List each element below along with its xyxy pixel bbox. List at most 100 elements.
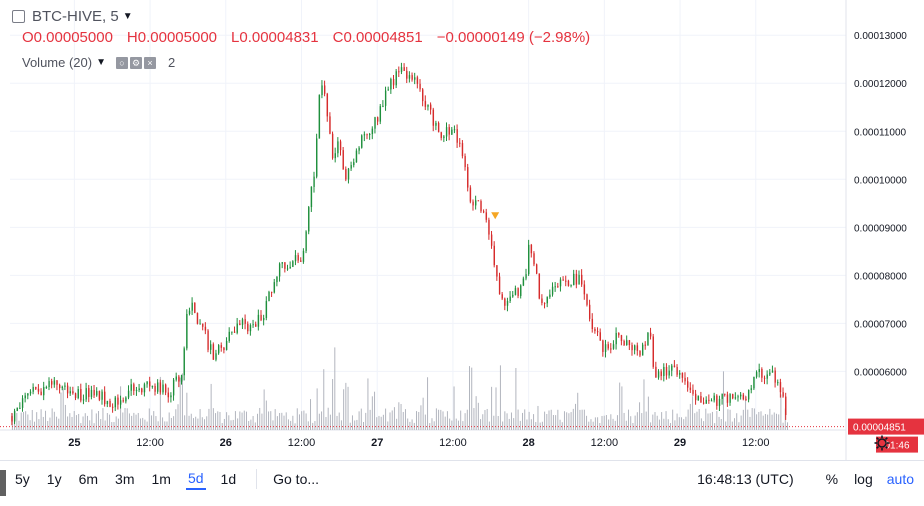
candle-body xyxy=(170,395,172,398)
volume-bar xyxy=(460,410,462,430)
volume-bar xyxy=(513,418,515,430)
candle-body xyxy=(456,129,458,143)
volume-bar xyxy=(449,418,451,430)
volume-bar xyxy=(40,409,42,430)
candle-body xyxy=(628,340,631,346)
price-chart[interactable]: 0.00013000 0.00012000 0.00011000 0.00010000… xyxy=(0,0,924,460)
log-toggle[interactable]: log xyxy=(854,471,873,487)
volume-bar xyxy=(665,411,667,430)
volume-bar xyxy=(508,418,510,430)
close-icon[interactable]: × xyxy=(144,56,156,69)
volume-bar xyxy=(115,416,117,430)
timeframe-6m[interactable]: 6m xyxy=(78,471,99,487)
timeframe-1d[interactable]: 1d xyxy=(220,471,237,487)
candle-body xyxy=(596,331,599,333)
volume-bar xyxy=(431,418,433,430)
percent-toggle[interactable]: % xyxy=(825,471,839,487)
candle-body xyxy=(414,77,416,80)
chart-area[interactable]: 0.00013000 0.00012000 0.00011000 0.00010000… xyxy=(0,0,924,460)
volume-bar xyxy=(378,415,380,430)
candle-body xyxy=(265,301,268,318)
volume-bar xyxy=(672,409,674,430)
candle-body xyxy=(535,264,538,274)
candle-body xyxy=(604,344,607,352)
x-tick-label: 28 xyxy=(523,437,535,449)
close-label: C xyxy=(332,29,344,46)
timeframe-5y[interactable]: 5y xyxy=(15,471,30,487)
auto-toggle[interactable]: auto xyxy=(886,471,914,487)
volume-bar xyxy=(250,419,252,430)
volume-bar xyxy=(36,412,38,430)
volume-bar xyxy=(157,421,159,430)
volume-legend-row: Volume (20) ▼ ○ ⚙ × 2 xyxy=(22,55,604,70)
timeframe-1y[interactable]: 1y xyxy=(46,471,62,487)
volume-bar xyxy=(360,408,362,430)
candle-body xyxy=(13,410,16,422)
timeframe-5d[interactable]: 5d xyxy=(185,468,206,490)
candle-body xyxy=(422,89,424,102)
volume-bar xyxy=(667,419,669,430)
eye-icon[interactable]: ○ xyxy=(116,56,128,69)
volume-bar xyxy=(168,412,170,430)
candle-body xyxy=(578,274,580,285)
volume-label[interactable]: Volume (20) xyxy=(22,55,93,70)
volume-bar xyxy=(400,404,402,430)
gear-icon[interactable] xyxy=(874,435,890,451)
candle-body xyxy=(149,381,151,387)
candle-series[interactable] xyxy=(11,62,787,426)
volume-bar xyxy=(645,411,647,430)
volume-bar xyxy=(588,421,590,430)
candle-body xyxy=(612,344,615,349)
volume-bar xyxy=(581,409,583,430)
timeframe-3m[interactable]: 3m xyxy=(115,471,135,487)
volume-bar xyxy=(274,409,276,430)
volume-bar xyxy=(98,411,100,430)
candle-body xyxy=(615,332,617,345)
candle-body xyxy=(117,397,119,405)
utc-clock[interactable]: 16:48:13 (UTC) xyxy=(697,471,794,487)
candle-body xyxy=(294,255,297,262)
volume-bar xyxy=(296,408,298,430)
menu-icon[interactable] xyxy=(12,9,25,23)
candle-body xyxy=(363,134,366,136)
candle-body xyxy=(292,261,294,267)
goto-button[interactable]: Go to... xyxy=(273,471,320,487)
candle-body xyxy=(501,294,503,299)
candle-body xyxy=(771,370,774,373)
candle-body xyxy=(51,381,53,385)
candle-body xyxy=(766,374,768,379)
candle-body xyxy=(626,340,628,346)
candle-body xyxy=(122,400,124,402)
symbol-title[interactable]: BTC-HIVE, 5 xyxy=(32,7,119,25)
candle-body xyxy=(586,294,588,305)
candle-body xyxy=(514,288,517,295)
gear-icon[interactable]: ⚙ xyxy=(130,56,142,69)
volume-bar xyxy=(586,415,588,430)
candle-body xyxy=(56,380,58,385)
volume-bar xyxy=(351,415,353,430)
volume-bar xyxy=(464,413,466,430)
volume-bar xyxy=(307,421,309,430)
volume-bar xyxy=(239,411,241,430)
chevron-down-icon[interactable]: ▼ xyxy=(122,10,133,22)
candle-body xyxy=(329,116,331,134)
candle-body xyxy=(35,386,37,389)
volume-bar xyxy=(619,382,621,430)
volume-bar xyxy=(440,409,442,430)
chevron-down-icon[interactable]: ▼ xyxy=(96,57,106,68)
candle-body xyxy=(313,176,315,187)
timeframe-1m[interactable]: 1m xyxy=(151,471,171,487)
event-marker-icon[interactable] xyxy=(491,212,500,220)
volume-bar xyxy=(751,408,753,430)
candle-body xyxy=(631,345,633,351)
volume-bar xyxy=(27,414,29,430)
candle-body xyxy=(323,85,326,94)
volume-bar xyxy=(283,415,285,430)
y-tick-label: 0.00010000 xyxy=(854,175,907,186)
candle-body xyxy=(167,392,170,398)
candle-body xyxy=(135,390,138,392)
volume-bar xyxy=(82,416,84,430)
candle-body xyxy=(782,392,784,397)
volume-bar xyxy=(95,413,97,430)
candle-body xyxy=(541,298,543,303)
